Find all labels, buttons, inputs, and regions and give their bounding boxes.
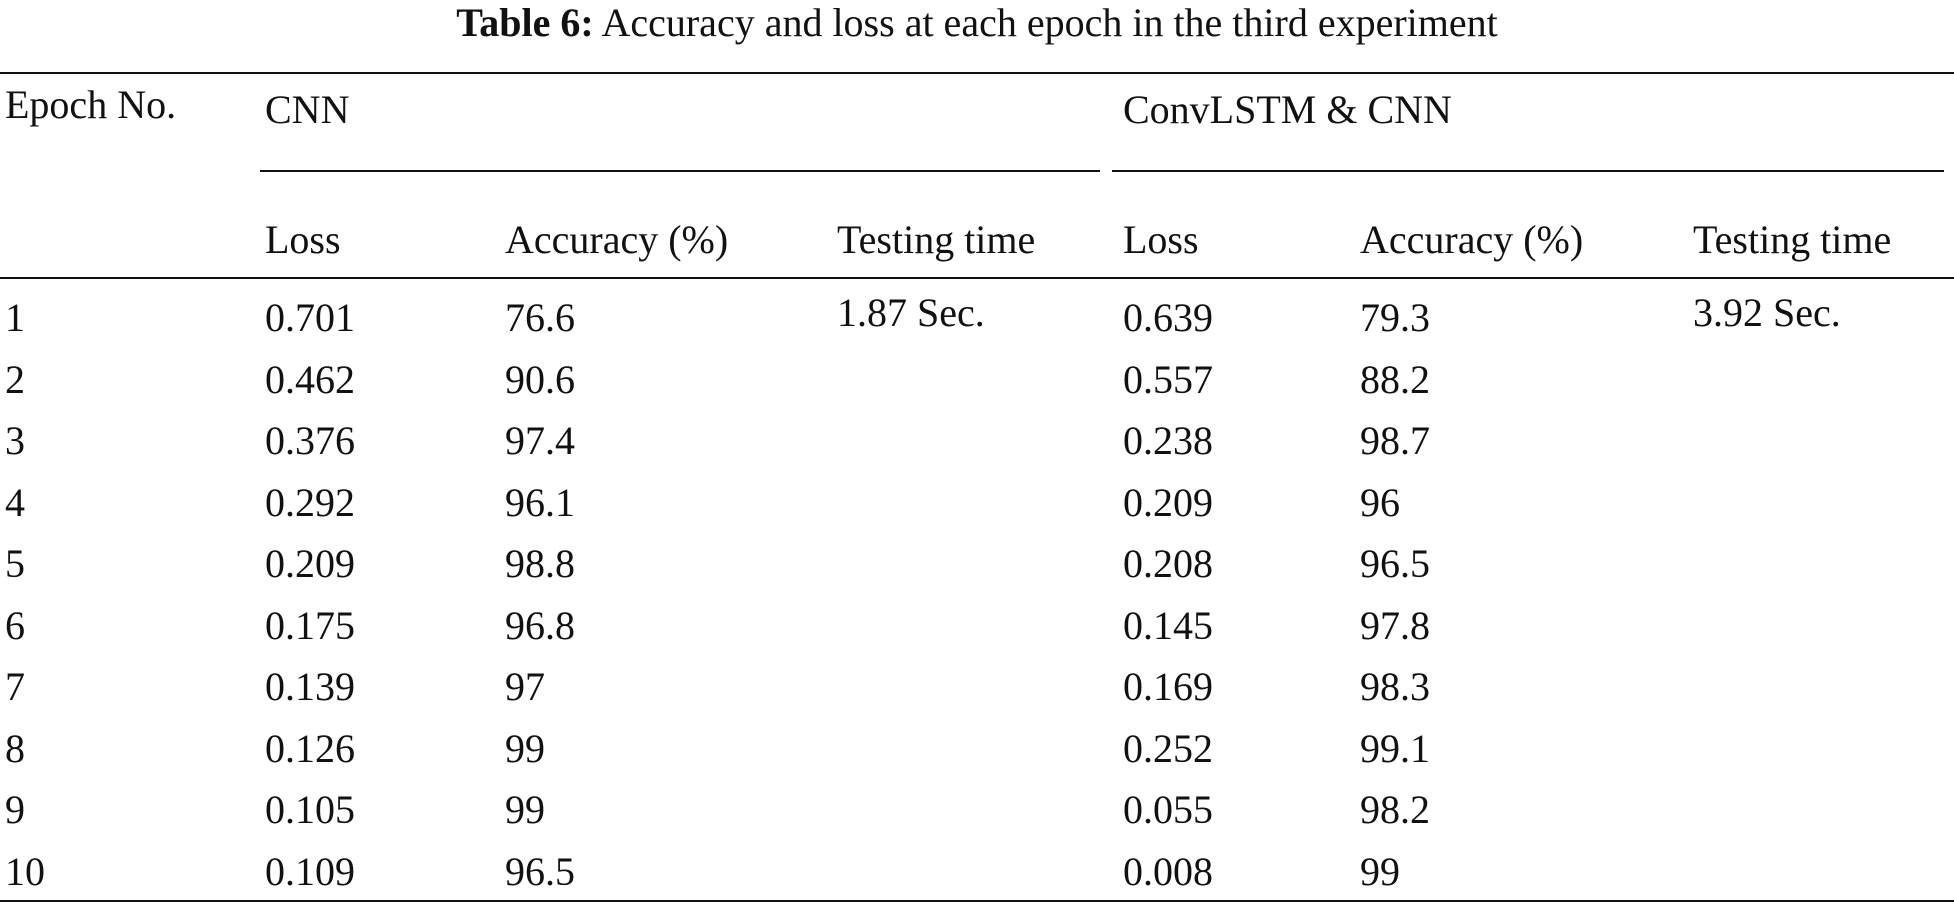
cnn-group-rule	[260, 170, 1100, 172]
cnn-accuracy-cell: 97	[505, 664, 545, 709]
convlstm-loss-cell: 0.008	[1123, 849, 1213, 894]
table-caption: Table 6: Accuracy and loss at each epoch…	[0, 0, 1954, 46]
convlstm-accuracy-cell: 79.3	[1360, 295, 1430, 340]
convlstm-accuracy-header: Accuracy (%)	[1360, 217, 1584, 262]
cnn-testing-time-value: 1.87 Sec.	[837, 290, 985, 335]
bottom-rule	[0, 900, 1954, 902]
convlstm-loss-cell: 0.238	[1123, 418, 1213, 463]
convlstm-loss-cell: 0.208	[1123, 541, 1213, 586]
convlstm-loss-cell: 0.252	[1123, 726, 1213, 771]
cnn-accuracy-cell: 98.8	[505, 541, 575, 586]
epoch-cell: 4	[5, 480, 25, 525]
cnn-accuracy-cell: 96.5	[505, 849, 575, 894]
convlstm-accuracy-cell: 96.5	[1360, 541, 1430, 586]
cnn-accuracy-header: Accuracy (%)	[505, 217, 729, 262]
epoch-cell: 2	[5, 357, 25, 402]
epoch-cell: 9	[5, 787, 25, 832]
convlstm-loss-cell: 0.145	[1123, 603, 1213, 648]
cnn-testing-time-header: Testing time	[837, 217, 1036, 262]
cnn-accuracy-cell: 97.4	[505, 418, 575, 463]
epoch-cell: 7	[5, 664, 25, 709]
epoch-cell: 5	[5, 541, 25, 586]
cnn-accuracy-cell: 99	[505, 787, 545, 832]
epoch-column-header: Epoch No.	[5, 82, 177, 127]
cnn-loss-cell: 0.701	[265, 295, 355, 340]
cnn-accuracy-cell: 76.6	[505, 295, 575, 340]
epoch-cell: 6	[5, 603, 25, 648]
convlstm-accuracy-cell: 88.2	[1360, 357, 1430, 402]
convlstm-loss-cell: 0.169	[1123, 664, 1213, 709]
convlstm-accuracy-cell: 98.2	[1360, 787, 1430, 832]
cnn-loss-header: Loss	[265, 217, 341, 262]
cnn-loss-cell: 0.109	[265, 849, 355, 894]
convlstm-loss-cell: 0.209	[1123, 480, 1213, 525]
cnn-accuracy-cell: 99	[505, 726, 545, 771]
convlstm-accuracy-cell: 96	[1360, 480, 1400, 525]
convlstm-testing-time-value: 3.92 Sec.	[1693, 290, 1841, 335]
cnn-group-header: CNN	[265, 87, 350, 132]
cnn-accuracy-cell: 90.6	[505, 357, 575, 402]
convlstm-testing-time-header: Testing time	[1693, 217, 1892, 262]
caption-label: Table 6:	[456, 0, 594, 45]
cnn-loss-cell: 0.209	[265, 541, 355, 586]
convlstm-loss-cell: 0.639	[1123, 295, 1213, 340]
epoch-cell: 3	[5, 418, 25, 463]
convlstm-accuracy-cell: 99.1	[1360, 726, 1430, 771]
convlstm-cnn-group-header: ConvLSTM & CNN	[1123, 87, 1452, 132]
cnn-accuracy-cell: 96.8	[505, 603, 575, 648]
cnn-loss-cell: 0.139	[265, 664, 355, 709]
convlstm-accuracy-cell: 99	[1360, 849, 1400, 894]
convlstm-accuracy-cell: 98.3	[1360, 664, 1430, 709]
convlstm-loss-cell: 0.557	[1123, 357, 1213, 402]
convlstm-loss-cell: 0.055	[1123, 787, 1213, 832]
cnn-loss-cell: 0.462	[265, 357, 355, 402]
cnn-accuracy-cell: 96.1	[505, 480, 575, 525]
cnn-loss-cell: 0.175	[265, 603, 355, 648]
cnn-loss-cell: 0.376	[265, 418, 355, 463]
cnn-loss-cell: 0.126	[265, 726, 355, 771]
convlstm-accuracy-cell: 97.8	[1360, 603, 1430, 648]
convlstm-group-rule	[1112, 170, 1944, 172]
convlstm-loss-header: Loss	[1123, 217, 1199, 262]
header-rule	[0, 277, 1954, 279]
epoch-cell: 1	[5, 295, 25, 340]
caption-text: Accuracy and loss at each epoch in the t…	[601, 0, 1498, 45]
convlstm-accuracy-cell: 98.7	[1360, 418, 1430, 463]
top-rule	[0, 72, 1954, 74]
epoch-cell: 10	[5, 849, 45, 894]
epoch-cell: 8	[5, 726, 25, 771]
cnn-loss-cell: 0.292	[265, 480, 355, 525]
cnn-loss-cell: 0.105	[265, 787, 355, 832]
